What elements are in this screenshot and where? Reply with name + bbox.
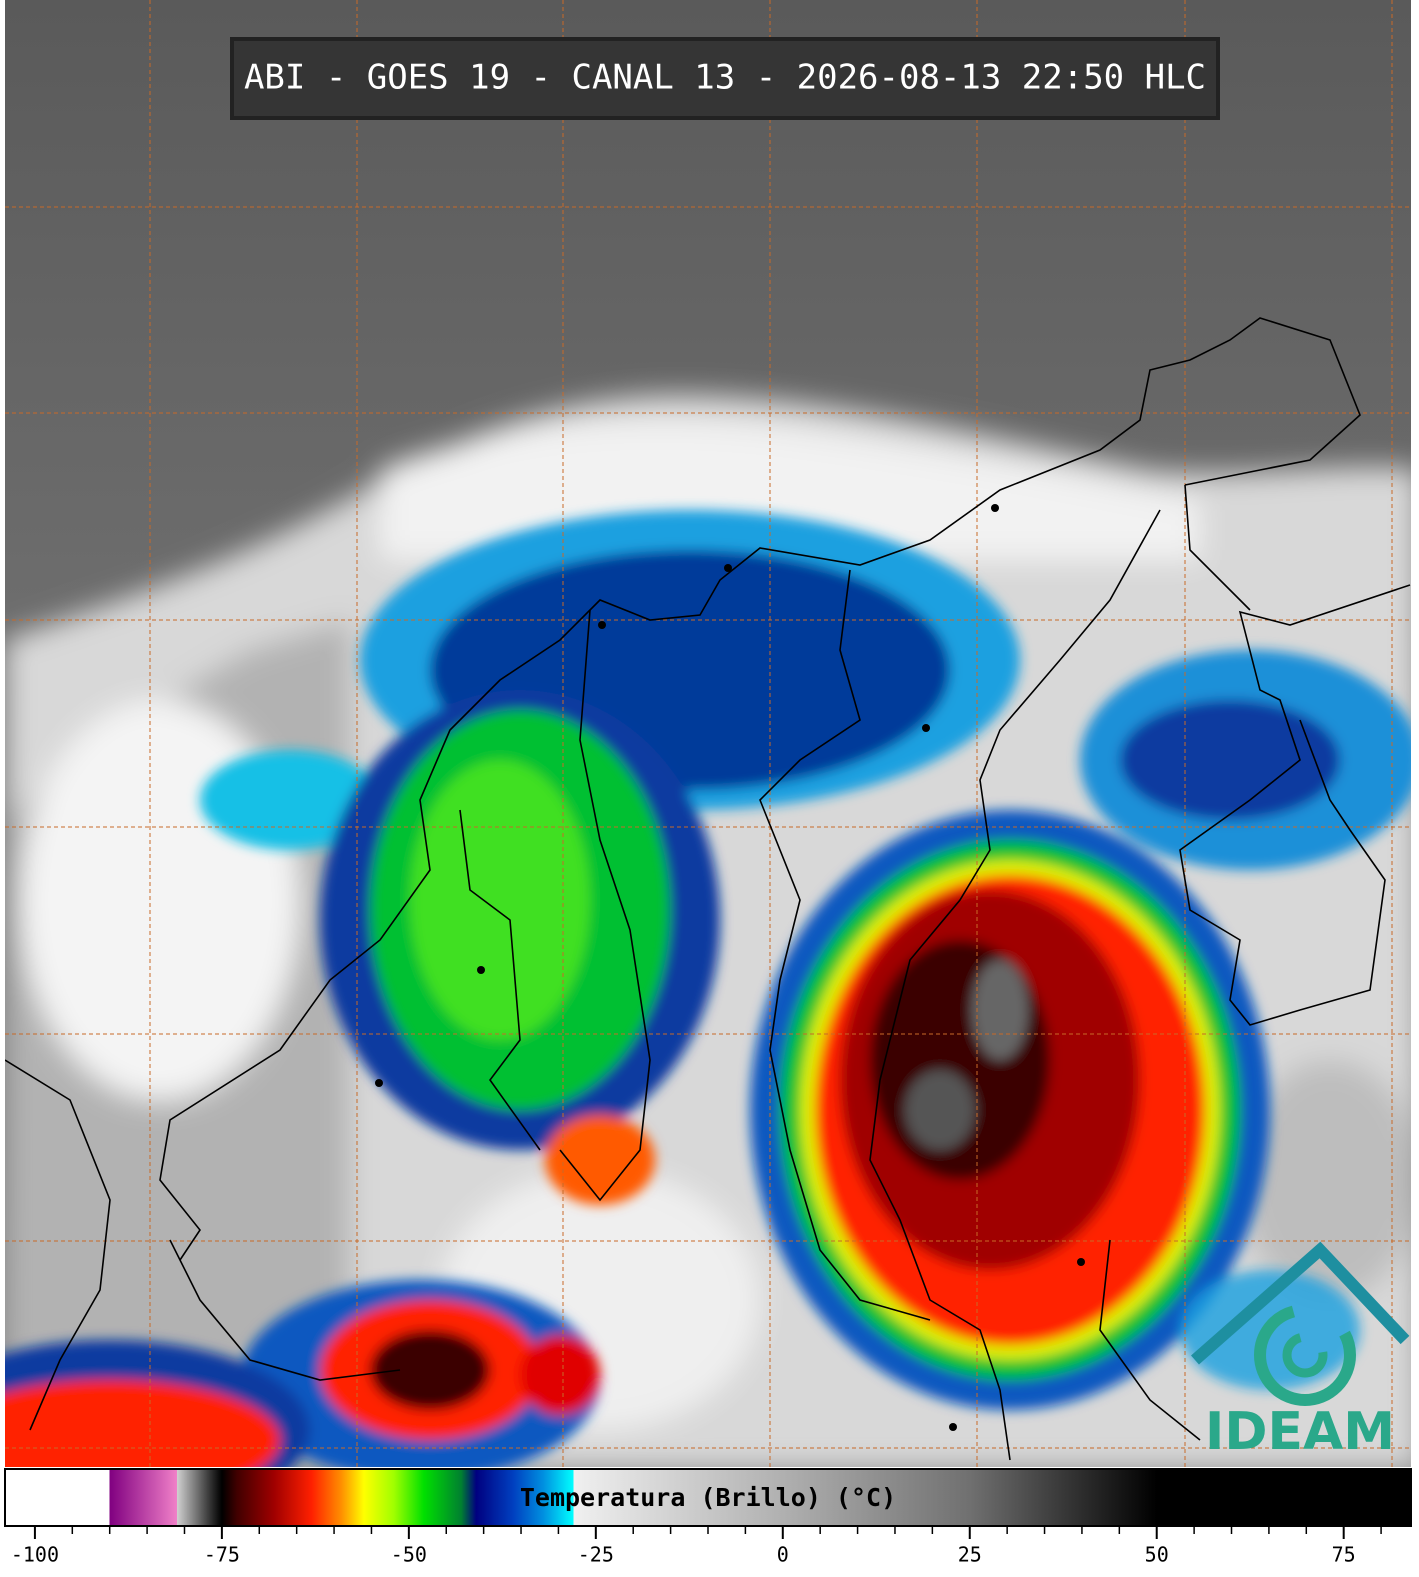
logo-text: IDEAM [1205, 1402, 1395, 1462]
colorbar-label: Temperatura (Brillo) (°C) [520, 1483, 896, 1512]
grid [5, 0, 1411, 1467]
title-background [230, 37, 1220, 120]
tick-label: -25 [578, 1543, 614, 1567]
tick-label: -50 [391, 1543, 427, 1567]
logo: IDEAM [1191, 1241, 1410, 1462]
tick-label: 25 [958, 1543, 982, 1567]
colorbar-ramp [4, 1468, 1412, 1527]
tick-label: 50 [1145, 1543, 1169, 1567]
satellite-image: IDEAM [5, 0, 1411, 1467]
tick-label: -75 [204, 1543, 240, 1567]
boundaries [5, 317, 1411, 1461]
tick-label: 75 [1332, 1543, 1356, 1567]
title: ABI - GOES 19 - CANAL 13 - 2026-08-13 22… [244, 58, 1206, 98]
colorbar: Temperatura (Brillo) (°C) -100 -75 -50 -25 0… [4, 1468, 1412, 1567]
tick-label: 0 [777, 1543, 789, 1567]
title-box: ABI - GOES 19 - CANAL 13 - 2026-08-13 22… [230, 37, 1220, 120]
tick-label: -100 [11, 1543, 59, 1567]
cold-tops [5, 510, 1411, 1467]
cities [375, 504, 1085, 1431]
